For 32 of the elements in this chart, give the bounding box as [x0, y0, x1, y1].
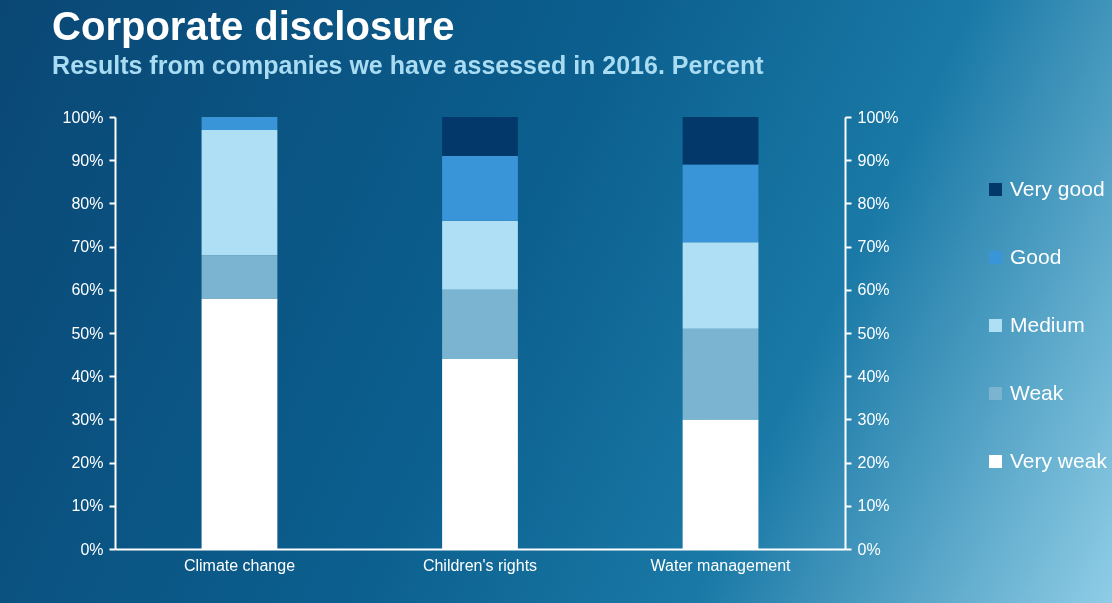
y-tick-label: 80%: [71, 194, 104, 212]
y-tick-label: 0%: [80, 540, 104, 558]
y-tick-label: 70%: [71, 238, 104, 256]
y2-tick-label: 0%: [857, 540, 881, 558]
y2-tick-label: 40%: [857, 367, 890, 385]
y2-tick-label: 60%: [857, 281, 890, 299]
x-tick-label: Climate change: [183, 556, 296, 574]
chart-title: Corporate disclosure: [52, 4, 455, 48]
legend-label: Good: [1010, 244, 1062, 268]
y2-tick-label: 20%: [857, 454, 890, 472]
legend-label: Very weak: [1010, 448, 1108, 472]
y2-tick-label: 70%: [857, 238, 890, 256]
legend-label: Medium: [1010, 312, 1085, 336]
y-tick-label: 40%: [71, 367, 104, 385]
x-tick-label: Children's rights: [422, 556, 538, 574]
y2-tick-label: 90%: [857, 151, 890, 169]
legend-label: Weak: [1010, 380, 1064, 404]
chart-subtitle: Results from companies we have assessed in 2016. Percent: [52, 51, 765, 79]
y-tick-label: 50%: [71, 324, 104, 342]
y2-tick-label: 80%: [857, 194, 890, 212]
y2-tick-label: 100%: [857, 108, 899, 126]
y-tick-label: 10%: [71, 497, 104, 515]
y-tick-label: 100%: [62, 108, 104, 126]
legend-label: Very good: [1010, 176, 1105, 200]
y-tick-label: 60%: [71, 281, 104, 299]
y-tick-label: 30%: [71, 410, 104, 428]
y-tick-label: 20%: [71, 454, 104, 472]
y-tick-label: 90%: [71, 151, 104, 169]
y2-tick-label: 30%: [857, 410, 890, 428]
y2-tick-label: 10%: [857, 497, 890, 515]
x-tick-label: Water management: [650, 556, 792, 574]
y2-tick-label: 50%: [857, 324, 890, 342]
